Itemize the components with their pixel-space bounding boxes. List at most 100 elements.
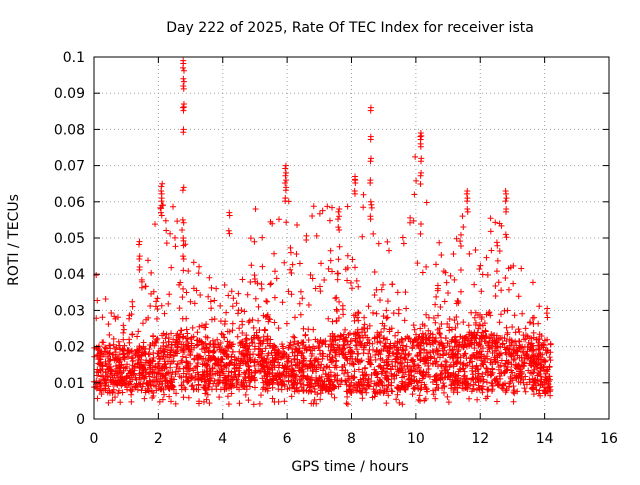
data-point [303, 346, 310, 353]
data-point [124, 347, 131, 354]
data-point [239, 276, 246, 283]
data-point [307, 271, 314, 278]
data-point [399, 369, 406, 376]
data-point [530, 391, 537, 398]
data-point [177, 279, 184, 286]
data-point [547, 357, 554, 364]
data-point [190, 259, 197, 266]
data-point [534, 377, 541, 384]
data-point [299, 295, 306, 302]
data-point [355, 366, 362, 373]
data-point [187, 336, 194, 343]
data-point [446, 315, 453, 322]
data-point [464, 362, 471, 369]
data-point [158, 187, 165, 194]
data-point [343, 400, 350, 407]
data-point [271, 294, 278, 301]
data-point [105, 383, 112, 390]
data-point [309, 350, 316, 357]
data-point [457, 333, 464, 340]
data-point [320, 382, 327, 389]
data-point [464, 198, 471, 205]
data-point [283, 320, 290, 327]
data-point [394, 289, 401, 296]
data-point [281, 383, 288, 390]
data-point [132, 384, 139, 391]
data-point [357, 341, 363, 348]
data-point [245, 363, 252, 370]
data-point [180, 255, 187, 262]
data-point [194, 329, 201, 336]
data-point [330, 384, 337, 391]
data-point [486, 309, 493, 316]
data-point [268, 280, 275, 287]
data-point [283, 169, 290, 176]
data-point [109, 397, 116, 404]
data-point [460, 344, 467, 351]
data-point [103, 379, 110, 386]
data-point [180, 394, 187, 401]
x-tick-label: 16 [600, 431, 618, 447]
data-point [145, 359, 152, 366]
data-point [472, 335, 479, 342]
data-point [212, 355, 219, 362]
data-point [168, 384, 175, 391]
data-point [204, 373, 211, 380]
data-point [524, 344, 531, 351]
data-point [288, 291, 295, 298]
data-point [444, 393, 451, 400]
data-point [346, 388, 353, 395]
data-point [225, 401, 232, 408]
data-point [303, 375, 310, 382]
data-point [444, 320, 451, 327]
data-point [535, 346, 542, 353]
data-point [349, 285, 356, 292]
data-point [455, 346, 462, 353]
data-point [193, 342, 200, 349]
data-point [194, 337, 201, 344]
data-point [127, 368, 134, 375]
data-point [377, 362, 384, 369]
data-point [136, 372, 143, 379]
data-point [161, 391, 168, 398]
data-point [308, 374, 315, 381]
data-point [409, 345, 416, 352]
data-point [187, 351, 194, 358]
data-point [524, 333, 531, 340]
data-point [310, 326, 317, 333]
data-point [383, 307, 390, 314]
data-point [515, 293, 522, 300]
data-point [426, 373, 433, 380]
data-point [118, 382, 125, 389]
data-point [288, 359, 295, 366]
data-point [158, 209, 165, 216]
y-tick-label: 0.07 [54, 159, 85, 175]
data-point [487, 215, 494, 222]
data-point [463, 384, 470, 391]
data-point [378, 286, 385, 293]
data-point [325, 265, 332, 272]
data-point [267, 336, 274, 343]
data-point [466, 329, 473, 336]
data-point [536, 346, 543, 353]
data-point [185, 343, 192, 350]
data-point [282, 172, 289, 179]
data-point [454, 320, 461, 327]
data-point [264, 313, 271, 320]
data-point [262, 345, 269, 352]
data-point [385, 392, 392, 399]
x-tick-label: 0 [90, 431, 99, 447]
data-point [371, 335, 378, 342]
data-point [127, 381, 134, 388]
data-point [459, 378, 466, 385]
data-point [371, 268, 378, 275]
data-point [137, 356, 144, 363]
data-point [503, 367, 510, 374]
data-point [336, 243, 343, 250]
data-point [193, 287, 200, 294]
data-point [168, 346, 175, 353]
data-point [197, 292, 204, 299]
data-point [543, 350, 550, 357]
data-point [417, 367, 424, 374]
data-point [389, 388, 396, 395]
